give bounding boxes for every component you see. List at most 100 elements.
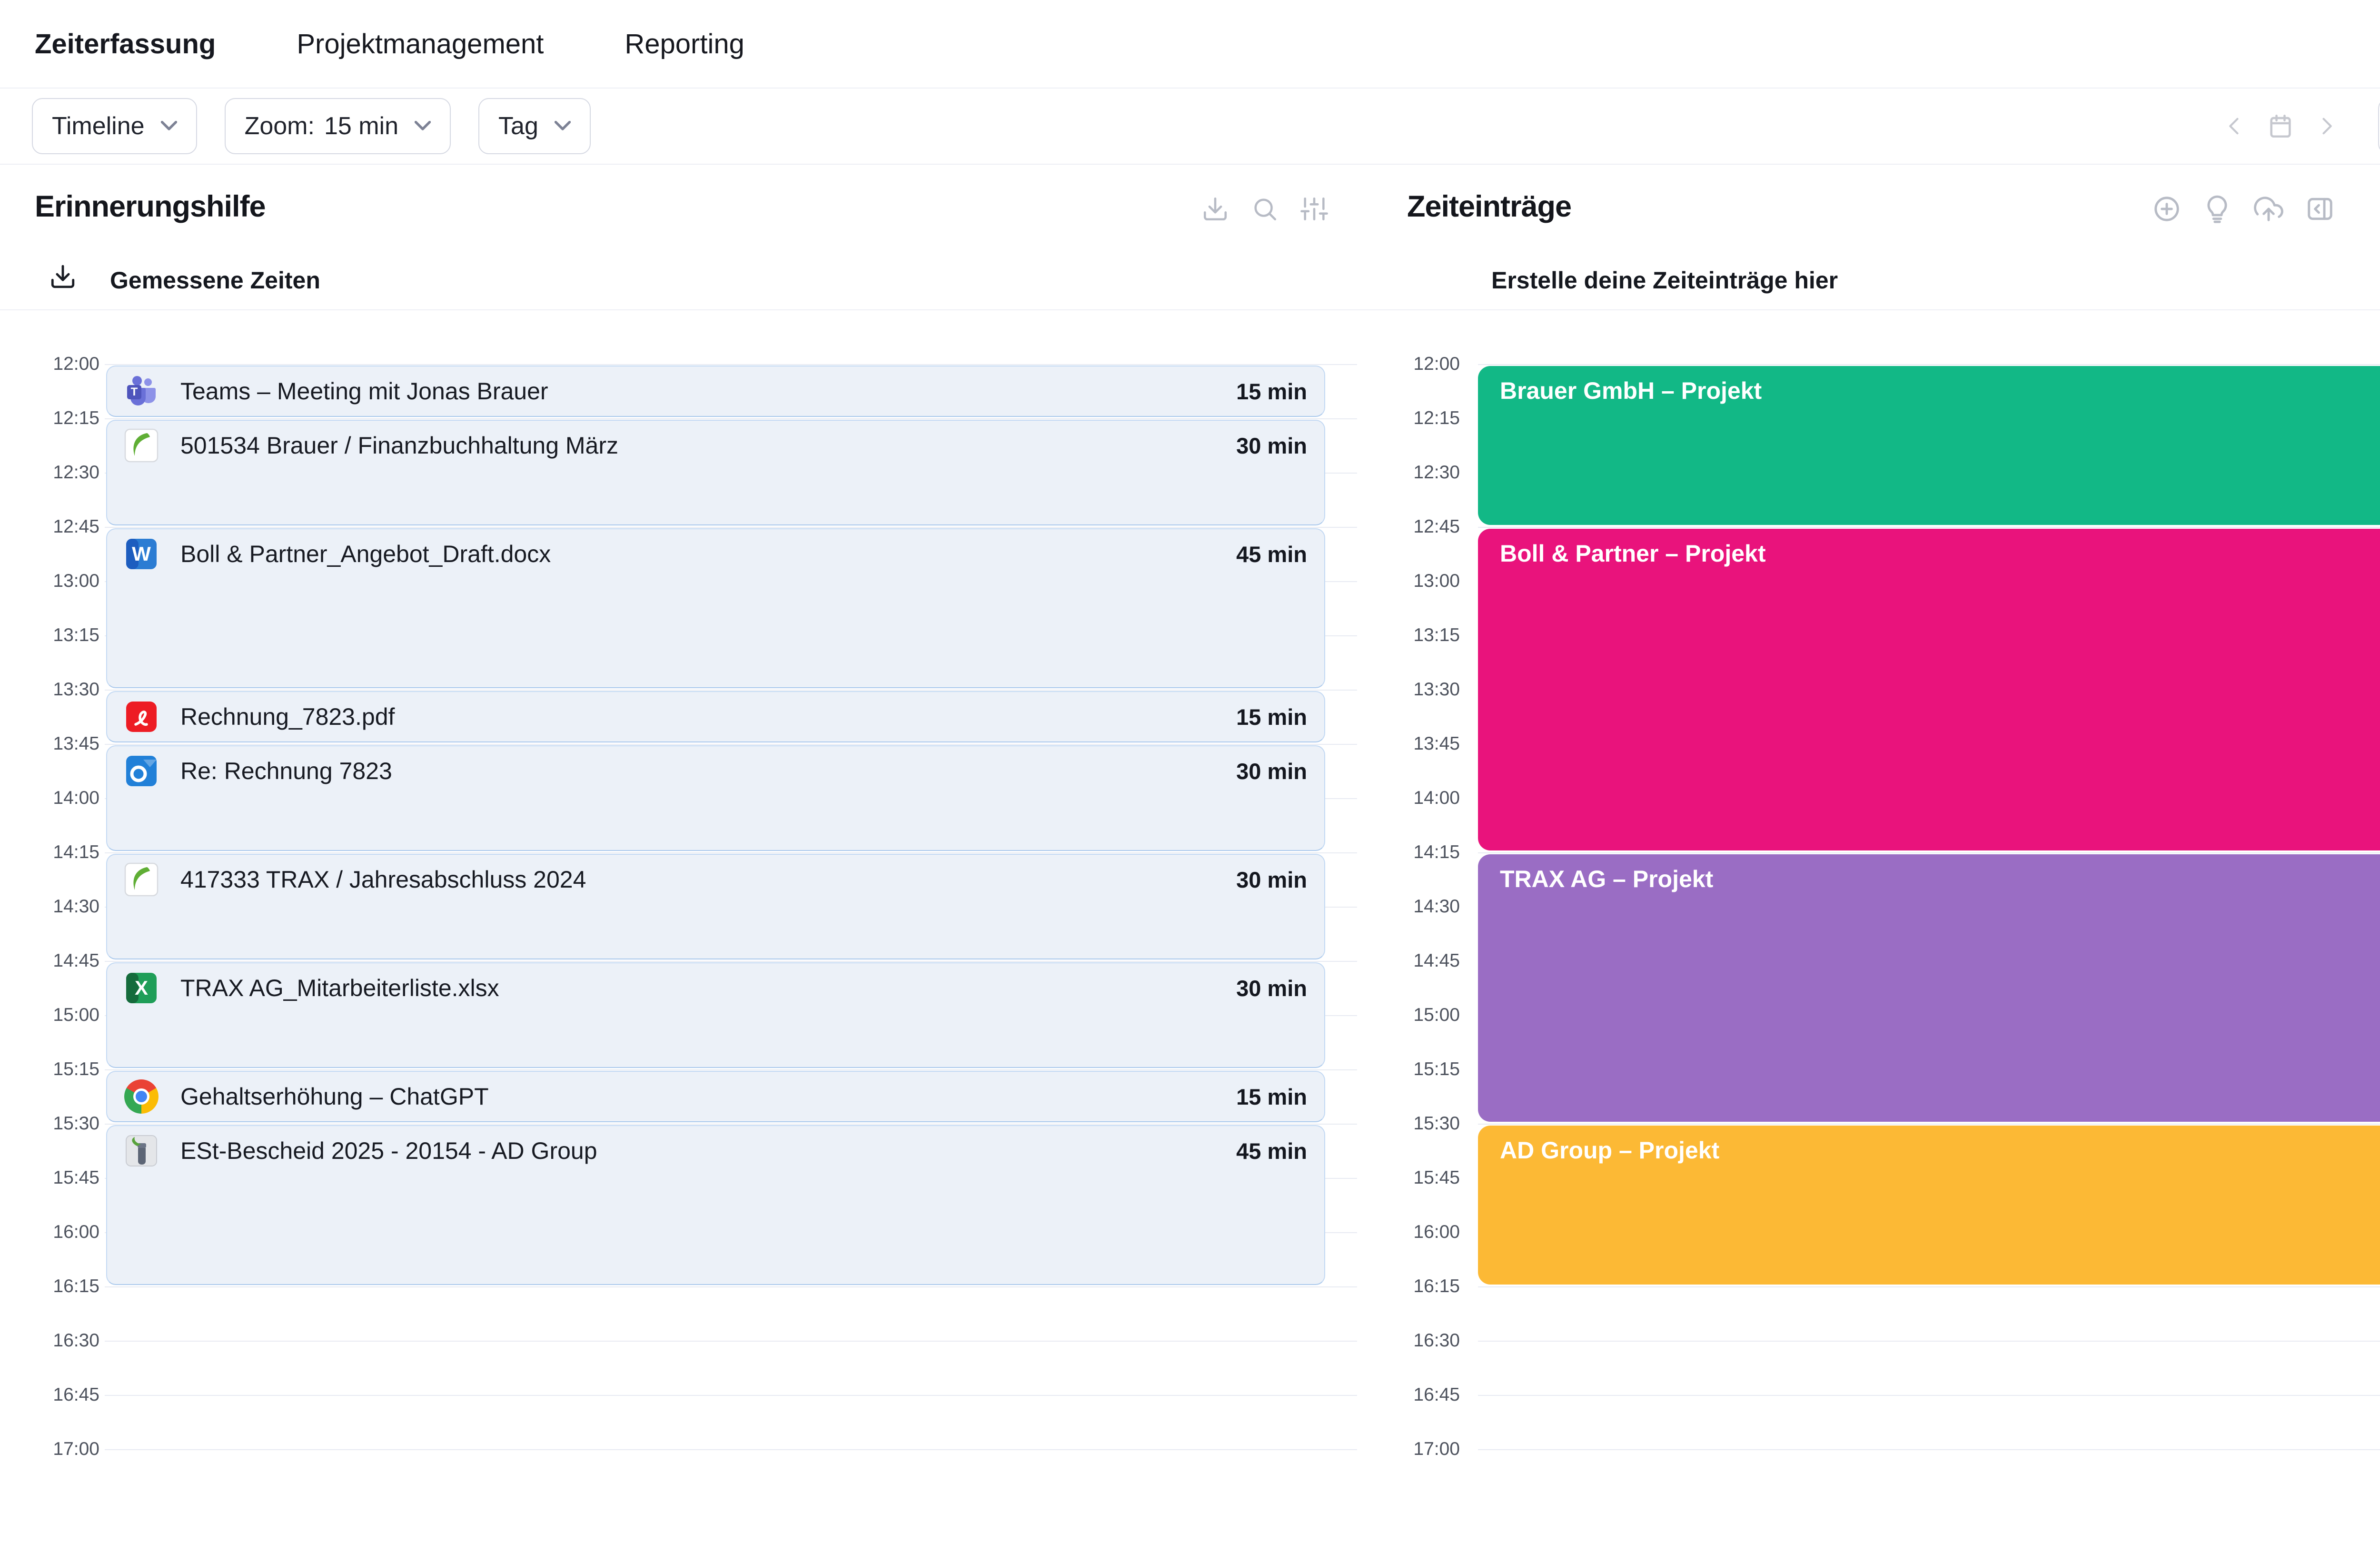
time-label: 16:30 bbox=[1388, 1329, 1460, 1352]
time-entry-block[interactable]: AD Group – Projekt 45 min bbox=[1478, 1126, 2380, 1285]
datev-icon bbox=[124, 862, 159, 897]
gridline bbox=[105, 852, 1357, 853]
reminder-title: 417333 TRAX / Jahresabschluss 2024 bbox=[180, 866, 586, 893]
time-label: 16:15 bbox=[1388, 1275, 1460, 1298]
reminder-card[interactable]: T Teams – Meeting mit Jonas Brauer 15 mi… bbox=[106, 366, 1325, 417]
gridline bbox=[105, 1395, 1357, 1396]
time-label: 14:15 bbox=[28, 841, 99, 864]
import-measured-times-icon[interactable] bbox=[49, 263, 77, 290]
reminder-card[interactable]: W Boll & Partner_Angebot_Draft.docx 45 m… bbox=[106, 528, 1325, 688]
reminder-card[interactable]: ESt-Bescheid 2025 - 20154 - AD Group 45 … bbox=[106, 1125, 1325, 1285]
right-panel-title: Zeiteinträge bbox=[1407, 189, 1571, 224]
zoom-dropdown-label: Zoom: bbox=[245, 112, 315, 140]
gridline bbox=[105, 527, 1357, 528]
time-label: 14:30 bbox=[1388, 895, 1460, 918]
view-dropdown-value: Timeline bbox=[52, 112, 145, 140]
time-label: 12:45 bbox=[1388, 515, 1460, 538]
time-entry-block[interactable]: Boll & Partner – Projekt 1h 30 min bbox=[1478, 529, 2380, 850]
left-panel-subtitle: Gemessene Zeiten bbox=[110, 267, 320, 294]
reminder-duration: 15 min bbox=[1236, 1084, 1307, 1110]
time-label: 16:15 bbox=[28, 1275, 99, 1298]
reminder-card[interactable]: Re: Rechnung 7823 30 min bbox=[106, 745, 1325, 851]
time-label: 12:30 bbox=[1388, 461, 1460, 484]
reminder-duration: 30 min bbox=[1236, 975, 1307, 1001]
time-entry-title: Brauer GmbH – Projekt bbox=[1500, 377, 1762, 405]
reminder-title: TRAX AG_Mitarbeiterliste.xlsx bbox=[180, 974, 499, 1002]
excel-icon: X bbox=[124, 971, 159, 1005]
reminder-duration: 15 min bbox=[1236, 704, 1307, 730]
word-icon: W bbox=[124, 537, 159, 571]
gridline bbox=[1478, 1449, 2380, 1450]
reminder-title: Rechnung_7823.pdf bbox=[180, 703, 395, 731]
zoom-dropdown[interactable]: Zoom: 15 min bbox=[225, 98, 451, 154]
time-label: 14:45 bbox=[28, 949, 99, 972]
reminder-duration: 15 min bbox=[1236, 378, 1307, 405]
tab-reporting[interactable]: Reporting bbox=[625, 28, 744, 60]
gridline bbox=[1478, 1395, 2380, 1396]
section-divider bbox=[0, 309, 2380, 310]
reminder-title: Gehaltserhöhung – ChatGPT bbox=[180, 1083, 489, 1110]
toolbar: Timeline Zoom: 15 min Tag Montag, 31. Mä… bbox=[0, 89, 2380, 165]
time-label: 15:45 bbox=[28, 1166, 99, 1189]
time-label: 12:45 bbox=[28, 515, 99, 538]
top-navigation: Zeiterfassung Projektmanagement Reportin… bbox=[0, 0, 2380, 89]
time-label: 14:45 bbox=[1388, 949, 1460, 972]
reminder-card[interactable]: Rechnung_7823.pdf 15 min bbox=[106, 691, 1325, 742]
download-icon[interactable] bbox=[1201, 195, 1229, 223]
reminder-card[interactable]: Gehaltserhöhung – ChatGPT 15 min bbox=[106, 1071, 1325, 1122]
suggestions-lightbulb-icon[interactable] bbox=[2202, 194, 2232, 224]
pdf-icon bbox=[124, 700, 159, 734]
range-dropdown[interactable]: Tag bbox=[478, 98, 591, 154]
reminder-card[interactable]: 501534 Brauer / Finanzbuchhaltung März 3… bbox=[106, 420, 1325, 525]
calendar-icon[interactable] bbox=[2267, 112, 2294, 140]
view-dropdown[interactable]: Timeline bbox=[32, 98, 197, 154]
right-panel-subtitle: Erstelle deine Zeiteinträge hier bbox=[1491, 267, 1838, 294]
svg-text:T: T bbox=[131, 386, 138, 398]
time-entry-title: Boll & Partner – Projekt bbox=[1500, 540, 1766, 567]
next-day-chevron-icon[interactable] bbox=[2314, 114, 2339, 138]
tab-projektmanagement[interactable]: Projektmanagement bbox=[297, 28, 544, 60]
date-picker-button[interactable]: Montag, 31. März 2025 bbox=[2378, 98, 2380, 154]
time-entry-block[interactable]: TRAX AG – Projekt 1h 15 min bbox=[1478, 854, 2380, 1122]
gridline bbox=[105, 1286, 1357, 1287]
previous-day-chevron-icon[interactable] bbox=[2222, 114, 2247, 138]
reminder-duration: 45 min bbox=[1236, 541, 1307, 567]
time-entry-block[interactable]: Brauer GmbH – Projekt 45 min bbox=[1478, 366, 2380, 525]
outlook-icon bbox=[124, 754, 159, 788]
range-dropdown-value: Tag bbox=[498, 112, 538, 140]
gridline bbox=[105, 1069, 1357, 1070]
time-label: 15:00 bbox=[1388, 1004, 1460, 1027]
time-label: 12:00 bbox=[1388, 353, 1460, 376]
gridline bbox=[1478, 1341, 2380, 1342]
collapse-panel-icon[interactable] bbox=[2305, 194, 2335, 224]
time-label: 14:00 bbox=[1388, 787, 1460, 810]
gridline bbox=[1478, 527, 2380, 528]
filter-sliders-icon[interactable] bbox=[1300, 195, 1328, 223]
svg-text:W: W bbox=[132, 543, 151, 565]
cloud-upload-icon[interactable] bbox=[2253, 194, 2284, 224]
left-panel-actions bbox=[1201, 195, 1328, 223]
tab-zeiterfassung[interactable]: Zeiterfassung bbox=[35, 28, 216, 60]
time-label: 13:30 bbox=[28, 678, 99, 701]
reminder-duration: 30 min bbox=[1236, 758, 1307, 784]
time-entry-title: TRAX AG – Projekt bbox=[1500, 865, 1713, 893]
add-entry-plus-icon[interactable] bbox=[2152, 194, 2182, 224]
reminder-card[interactable]: X TRAX AG_Mitarbeiterliste.xlsx 30 min bbox=[106, 962, 1325, 1068]
reminder-duration: 30 min bbox=[1236, 433, 1307, 459]
time-label: 12:15 bbox=[1388, 407, 1460, 430]
chrome-icon bbox=[124, 1079, 159, 1114]
reminder-duration: 45 min bbox=[1236, 1138, 1307, 1164]
time-label: 15:15 bbox=[28, 1058, 99, 1081]
left-panel-title: Erinnerungshilfe bbox=[35, 189, 266, 224]
reminder-title: Re: Rechnung 7823 bbox=[180, 757, 392, 785]
reminder-card[interactable]: 417333 TRAX / Jahresabschluss 2024 30 mi… bbox=[106, 854, 1325, 959]
time-label: 15:45 bbox=[1388, 1166, 1460, 1189]
gridline bbox=[105, 418, 1357, 419]
reminder-title: ESt-Bescheid 2025 - 20154 - AD Group bbox=[180, 1137, 597, 1165]
search-icon[interactable] bbox=[1251, 195, 1279, 223]
time-label: 13:45 bbox=[1388, 732, 1460, 755]
gridline bbox=[105, 961, 1357, 962]
time-label: 15:00 bbox=[28, 1004, 99, 1027]
tax-icon bbox=[124, 1134, 159, 1168]
right-panel-actions bbox=[2152, 194, 2335, 224]
